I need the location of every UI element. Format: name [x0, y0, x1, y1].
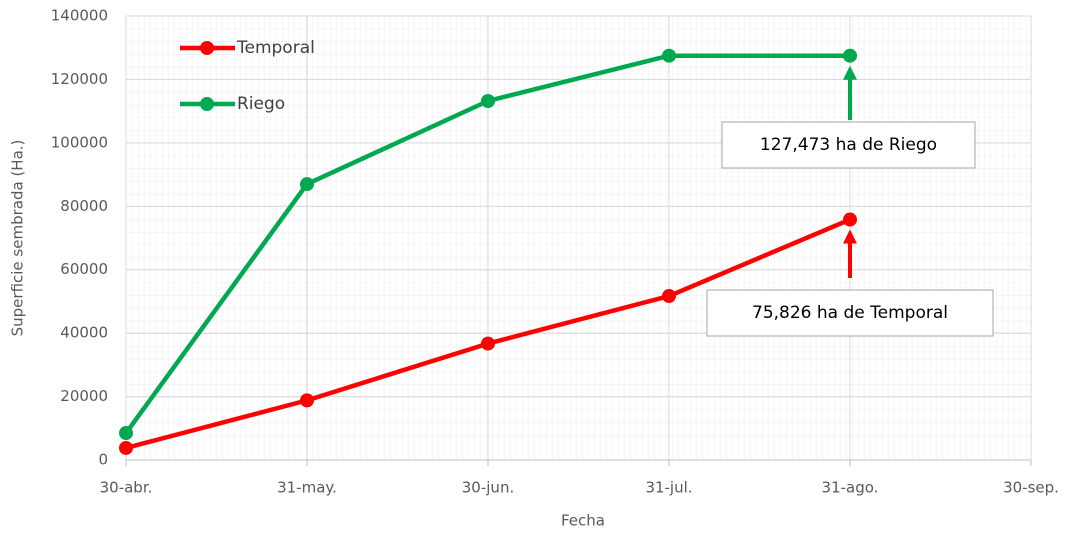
x-tick-label: 31-jul. [645, 479, 692, 497]
x-tick-label: 31-ago. [822, 479, 879, 497]
y-axis-title: Superficie sembrada (Ha.) [9, 140, 27, 337]
legend-marker [200, 41, 214, 55]
data-point [843, 212, 857, 227]
x-tick-label: 30-abr. [100, 479, 153, 497]
y-tick-label: 100000 [51, 133, 108, 151]
y-tick-label: 0 [98, 451, 108, 469]
y-tick-label: 60000 [60, 260, 108, 278]
annotation-text: 127,473 ha de Riego [760, 135, 937, 155]
annotation-arrowhead [843, 229, 857, 244]
y-tick-label: 120000 [51, 70, 108, 88]
y-tick-label: 40000 [60, 324, 108, 342]
annotation-box [721, 121, 976, 169]
y-tick-label: 140000 [51, 7, 108, 25]
legend-marker [200, 97, 214, 111]
x-tick-label: 31-may. [277, 479, 337, 497]
data-point [481, 93, 495, 108]
data-point [300, 177, 314, 192]
legend-label: Temporal [236, 38, 315, 58]
annotation-arrowhead [843, 65, 857, 80]
x-tick-label: 30-sep. [1003, 479, 1059, 497]
data-point [300, 393, 314, 408]
data-point [119, 440, 133, 455]
data-point [481, 336, 495, 351]
x-axis-title: Fecha [561, 512, 605, 530]
data-point [119, 426, 133, 441]
y-tick-label: 20000 [60, 387, 108, 405]
x-tick-label: 30-jun. [462, 479, 514, 497]
data-point [843, 48, 857, 63]
annotation-box [706, 289, 994, 337]
minor-grid [126, 16, 1031, 460]
data-point [662, 48, 676, 63]
annotation-text: 75,826 ha de Temporal [752, 303, 948, 323]
data-point [662, 289, 676, 304]
y-tick-label: 80000 [60, 197, 108, 215]
legend-label: Riego [237, 94, 285, 114]
